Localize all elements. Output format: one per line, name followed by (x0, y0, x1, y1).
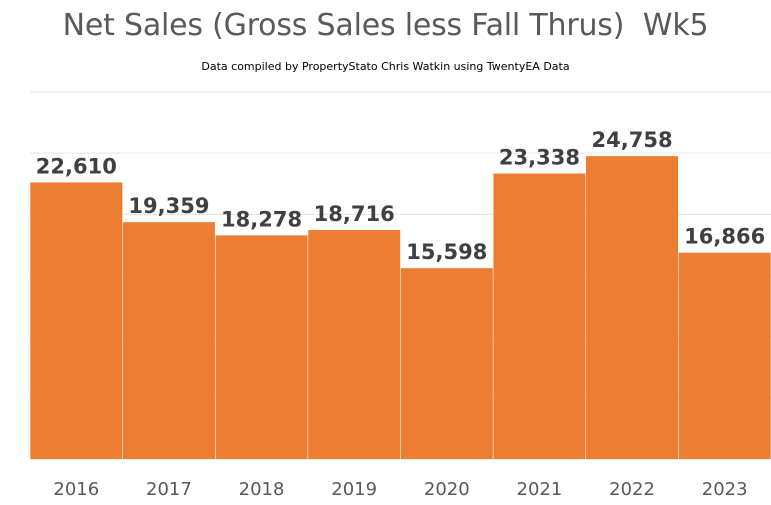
data-label-2017: 19,359 (128, 194, 209, 218)
data-label-2020: 15,598 (406, 240, 487, 264)
bar-2022 (586, 156, 679, 459)
bar-2019 (308, 230, 401, 459)
bar-2021 (493, 173, 586, 459)
bar-2018 (215, 235, 308, 459)
chart-title: Net Sales (Gross Sales less Fall Thrus) … (62, 8, 709, 43)
data-label-2023: 16,866 (684, 225, 765, 249)
bar-2017 (122, 222, 215, 459)
bar-2023 (678, 252, 771, 459)
x-tick-label-2022: 2022 (609, 479, 655, 500)
bar-2016 (30, 182, 123, 459)
data-label-2016: 22,610 (36, 154, 117, 178)
data-label-2018: 18,278 (221, 207, 302, 231)
bar-2020 (400, 268, 493, 459)
data-label-2022: 24,758 (592, 128, 673, 152)
data-label-2019: 18,716 (314, 202, 395, 226)
x-tick-label-2017: 2017 (146, 479, 192, 500)
x-tick-label-2016: 2016 (53, 479, 99, 500)
data-label-2021: 23,338 (499, 145, 580, 169)
x-tick-label-2018: 2018 (239, 479, 285, 500)
bars (30, 156, 771, 459)
x-tick-label-2019: 2019 (331, 479, 377, 500)
x-axis-tick-labels: 2016 2017 2018 2019 2020 2021 2022 2023 (53, 479, 747, 500)
x-tick-label-2021: 2021 (517, 479, 563, 500)
x-tick-label-2023: 2023 (702, 479, 748, 500)
data-labels: 22,610 19,359 18,278 18,716 15,598 23,338 24,7… (36, 128, 765, 264)
x-tick-label-2020: 2020 (424, 479, 470, 500)
chart-subtitle: Data compiled by PropertyStato Chris Wat… (201, 60, 570, 73)
